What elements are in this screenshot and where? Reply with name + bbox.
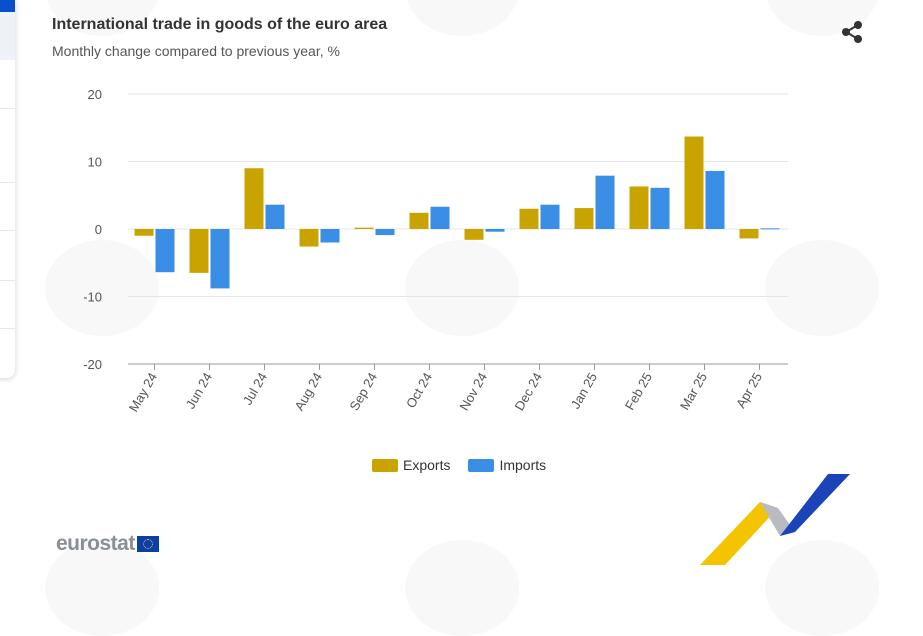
y-tick-label: -20: [83, 357, 102, 372]
bar-exports-aug-24[interactable]: [299, 229, 319, 247]
chart-bars: [134, 136, 780, 289]
bar-exports-nov-24[interactable]: [464, 229, 484, 240]
chart-grid: [128, 93, 788, 365]
bar-imports-jan-25[interactable]: [595, 175, 615, 229]
side-panel-accent: [0, 0, 15, 12]
bar-exports-oct-24[interactable]: [409, 212, 429, 229]
bar-chart: 20 10 0 -10 -20 May 24 Jun 24 Jul 24 Aug 24 Sep …: [83, 87, 788, 414]
x-tick-label: Jun 24: [183, 370, 216, 411]
x-tick-label: Oct 24: [403, 370, 435, 411]
watermark-badge: [405, 540, 519, 636]
x-tick-label: May 24: [126, 370, 160, 414]
bar-imports-sep-24[interactable]: [375, 229, 395, 236]
bar-exports-jan-25[interactable]: [574, 208, 594, 229]
bar-imports-oct-24[interactable]: [430, 206, 450, 229]
bar-imports-aug-24[interactable]: [320, 229, 340, 243]
chart-title: International trade in goods of the euro…: [52, 16, 388, 33]
share-button[interactable]: [838, 18, 866, 46]
bar-imports-dec-24[interactable]: [540, 204, 560, 229]
bar-exports-jun-24[interactable]: [189, 229, 209, 273]
brand-name: eurostat: [56, 532, 135, 555]
watermark-badge: [405, 240, 519, 336]
x-axis: May 24 Jun 24 Jul 24 Aug 24 Sep 24 Oct 24 Nov …: [126, 364, 765, 414]
side-panel-selected-item[interactable]: [0, 12, 15, 60]
side-panel-divider: [0, 328, 15, 329]
eu-flag-icon: [136, 536, 159, 552]
legend-swatch-exports: [372, 458, 398, 472]
legend-label-exports: Exports: [403, 457, 451, 473]
legend-item-imports[interactable]: Imports: [468, 457, 546, 473]
y-axis: 20 10 0 -10 -20: [83, 87, 102, 372]
ribbon-logo-icon: [700, 474, 850, 565]
x-tick-label: Apr 25: [733, 370, 765, 411]
chart-subtitle: Monthly change compared to previous year…: [52, 43, 340, 59]
bar-imports-may-24[interactable]: [155, 229, 175, 273]
bar-imports-mar-25[interactable]: [705, 170, 725, 229]
eurostat-logo: eurostat: [56, 532, 159, 556]
bar-exports-jul-24[interactable]: [244, 168, 264, 229]
bar-exports-may-24[interactable]: [134, 229, 154, 236]
side-panel-divider: [0, 280, 15, 281]
x-tick-label: Feb 25: [622, 370, 655, 413]
bar-imports-jul-24[interactable]: [265, 204, 285, 229]
y-tick-label: 0: [95, 222, 102, 237]
bar-exports-mar-25[interactable]: [684, 136, 704, 229]
legend-swatch-imports: [468, 458, 495, 472]
side-panel: [0, 0, 15, 378]
x-tick-label: Jul 24: [240, 370, 270, 408]
side-panel-divider: [0, 230, 15, 231]
share-icon: [842, 21, 862, 43]
x-tick-label: Mar 25: [677, 370, 710, 413]
legend-item-exports[interactable]: Exports: [372, 457, 450, 473]
x-tick-label: Sep 24: [347, 370, 381, 413]
bar-exports-apr-25[interactable]: [739, 229, 759, 239]
x-tick-label: Dec 24: [512, 370, 546, 413]
bar-imports-jun-24[interactable]: [210, 229, 230, 289]
bar-imports-feb-25[interactable]: [650, 187, 670, 229]
side-panel-divider: [0, 108, 15, 109]
chart-legend: Exports Imports: [372, 457, 546, 473]
y-tick-label: -10: [83, 290, 102, 305]
x-tick-label: Aug 24: [292, 370, 326, 413]
bar-imports-nov-24[interactable]: [485, 229, 505, 232]
side-panel-divider: [0, 182, 15, 183]
x-tick-label: Jan 25: [568, 370, 601, 411]
bar-exports-feb-25[interactable]: [629, 186, 649, 229]
watermark-badge: [765, 240, 879, 336]
bar-exports-dec-24[interactable]: [519, 208, 539, 229]
bar-imports-apr-25[interactable]: [760, 228, 780, 230]
y-tick-label: 10: [88, 155, 102, 170]
legend-label-imports: Imports: [499, 457, 547, 473]
x-tick-label: Nov 24: [457, 370, 491, 413]
watermark-badge: [45, 240, 159, 336]
y-tick-label: 20: [88, 87, 102, 102]
bar-exports-sep-24[interactable]: [354, 227, 374, 229]
